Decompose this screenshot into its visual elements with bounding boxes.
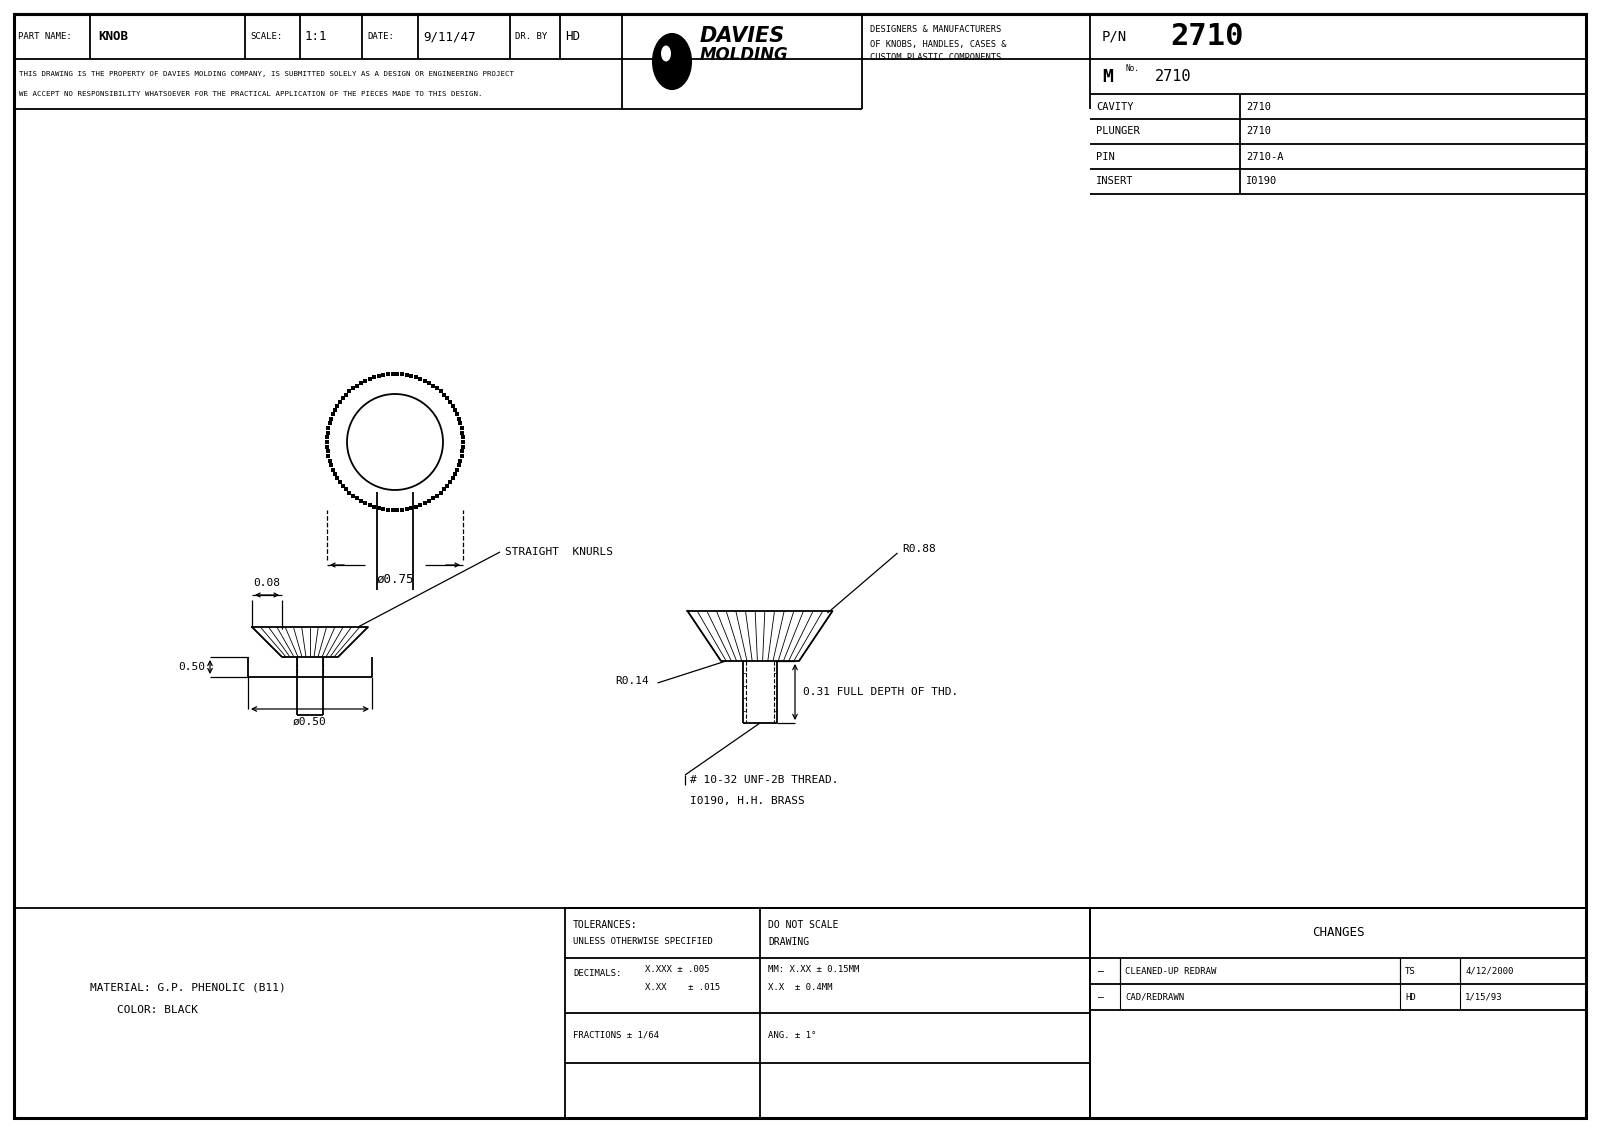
Text: HD: HD [565,31,579,43]
Text: SCALE:: SCALE: [250,32,282,41]
Text: –: – [1098,966,1104,976]
Text: DRAWING: DRAWING [768,937,810,947]
Text: DO NOT SCALE: DO NOT SCALE [768,920,838,931]
Bar [565,908,1090,1118]
Text: 2710: 2710 [1246,127,1270,137]
Text: PART NAME:: PART NAME: [18,32,72,41]
Bar [1090,908,1586,1118]
Text: 2710: 2710 [1170,22,1243,51]
Text: MOLDING: MOLDING [701,46,789,65]
Text: DECIMALS:: DECIMALS: [573,969,621,978]
Text: No.: No. [1126,65,1139,72]
Text: TS: TS [1405,967,1416,976]
Text: X.XX    ± .015: X.XX ± .015 [645,984,720,993]
Text: DR. BY: DR. BY [515,32,547,41]
Text: 2710: 2710 [1246,102,1270,111]
Text: DESIGNERS & MANUFACTURERS: DESIGNERS & MANUFACTURERS [870,25,1002,34]
Text: 0.31 FULL DEPTH OF THD.: 0.31 FULL DEPTH OF THD. [803,687,958,697]
Text: CAD/REDRAWN: CAD/REDRAWN [1125,993,1184,1002]
Text: 2710-A: 2710-A [1246,152,1283,162]
Text: CHANGES: CHANGES [1312,926,1365,940]
Text: DATE:: DATE: [366,32,394,41]
Text: 0.50: 0.50 [178,662,205,672]
Text: 0.08: 0.08 [253,578,280,588]
Text: ANG. ± 1°: ANG. ± 1° [768,1030,816,1039]
Text: HD: HD [1405,993,1416,1002]
Text: # 10-32 UNF-2B THREAD.: # 10-32 UNF-2B THREAD. [690,775,838,784]
Text: ø0.50: ø0.50 [293,717,326,727]
Text: 9/11/47: 9/11/47 [422,31,475,43]
Text: 4/12/2000: 4/12/2000 [1466,967,1514,976]
Text: M: M [1102,68,1114,86]
Text: CLEANED-UP REDRAW: CLEANED-UP REDRAW [1125,967,1216,976]
Text: –: – [1098,992,1104,1002]
Text: 1/15/93: 1/15/93 [1466,993,1502,1002]
Text: I0190, H.H. BRASS: I0190, H.H. BRASS [690,796,805,806]
Text: FRACTIONS ± 1/64: FRACTIONS ± 1/64 [573,1030,659,1039]
Text: DAVIES: DAVIES [701,26,786,46]
Text: THIS DRAWING IS THE PROPERTY OF DAVIES MOLDING COMPANY, IS SUBMITTED SOLELY AS A: THIS DRAWING IS THE PROPERTY OF DAVIES M… [19,71,514,77]
Text: MATERIAL: G.P. PHENOLIC (B11): MATERIAL: G.P. PHENOLIC (B11) [90,983,286,993]
Text: MM: X.XX ± 0.15MM: MM: X.XX ± 0.15MM [768,966,859,975]
Text: CUSTOM PLASTIC COMPONENTS: CUSTOM PLASTIC COMPONENTS [870,53,1002,62]
Text: P/N: P/N [1102,29,1126,43]
Text: R0.88: R0.88 [902,544,936,554]
Text: INSERT: INSERT [1096,177,1133,187]
Text: X.XXX ± .005: X.XXX ± .005 [645,966,709,975]
Text: I0190: I0190 [1246,177,1277,187]
Text: 2710: 2710 [1155,69,1192,84]
Ellipse shape [653,34,691,89]
Text: CAVITY: CAVITY [1096,102,1133,111]
Text: R0.14: R0.14 [616,676,650,686]
Text: PIN: PIN [1096,152,1115,162]
Text: STRAIGHT  KNURLS: STRAIGHT KNURLS [506,547,613,557]
Text: OF KNOBS, HANDLES, CASES &: OF KNOBS, HANDLES, CASES & [870,40,1006,49]
Text: PLUNGER: PLUNGER [1096,127,1139,137]
Text: COLOR: BLACK: COLOR: BLACK [90,1005,198,1015]
Ellipse shape [661,45,670,61]
Text: TOLERANCES:: TOLERANCES: [573,920,638,931]
Text: X.X  ± 0.4MM: X.X ± 0.4MM [768,984,832,993]
Text: UNLESS OTHERWISE SPECIFIED: UNLESS OTHERWISE SPECIFIED [573,937,712,946]
Text: WE ACCEPT NO RESPONSIBILITY WHATSOEVER FOR THE PRACTICAL APPLICATION OF THE PIEC: WE ACCEPT NO RESPONSIBILITY WHATSOEVER F… [19,91,483,97]
Text: KNOB: KNOB [98,31,128,43]
Text: 1:1: 1:1 [306,31,328,43]
Text: ø0.75: ø0.75 [376,573,414,585]
